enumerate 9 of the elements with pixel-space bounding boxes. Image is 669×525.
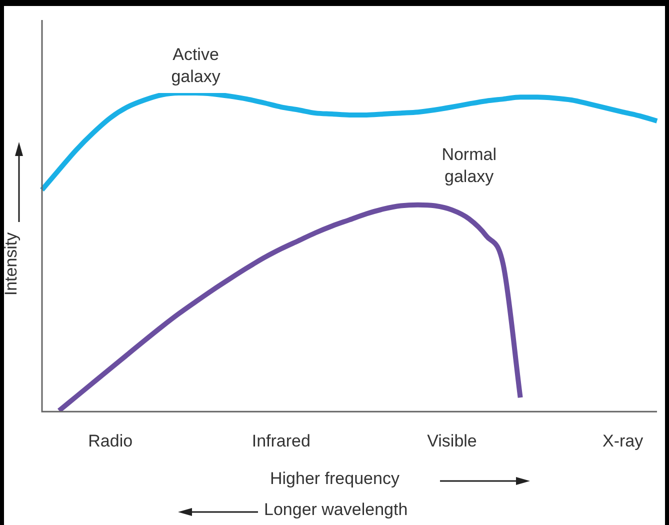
x-tick-label: Visible [427,431,477,450]
x-tick-label: X-ray [602,431,644,450]
x-tick-label: Radio [88,431,133,450]
y-axis-title: Intensity [2,232,22,296]
x-axis-title: Higher frequency [270,469,400,489]
text: Longer wavelength [264,500,408,520]
series-label: Active galaxy [171,45,221,86]
x-tick-label: Infrared [252,431,310,450]
series-label: Normal galaxy [442,145,496,186]
